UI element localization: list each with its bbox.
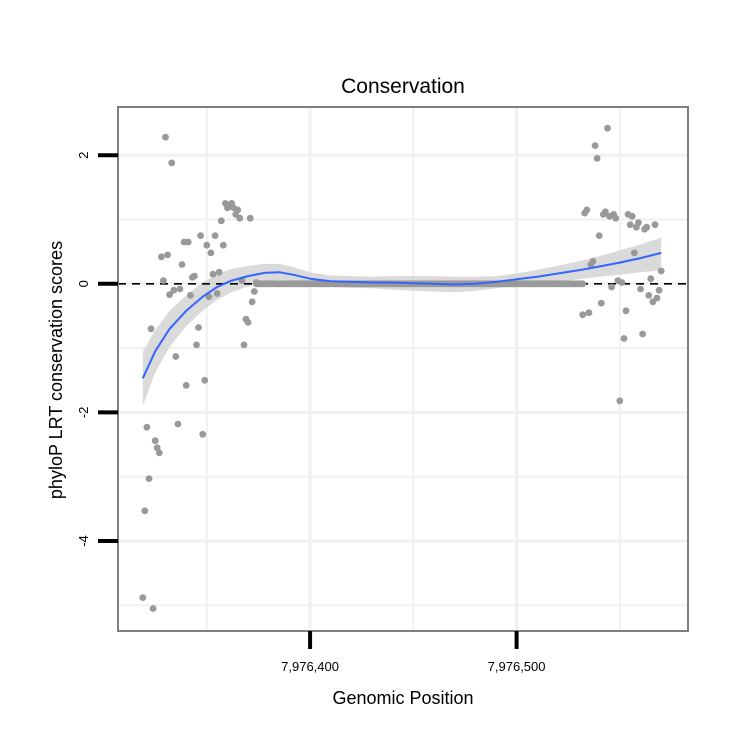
- data-point: [595, 232, 603, 240]
- smooth-line: [141, 251, 662, 379]
- data-point: [616, 397, 624, 405]
- data-point: [215, 268, 223, 276]
- data-point: [217, 217, 225, 225]
- data-point: [164, 251, 172, 259]
- data-point: [149, 605, 157, 612]
- data-point: [145, 475, 153, 482]
- data-point: [141, 507, 149, 515]
- minor-grid: [118, 107, 688, 631]
- y-axis-title: phyloP LRT conservation scores: [46, 241, 66, 499]
- data-point: [143, 423, 151, 431]
- chart-title: Conservation: [341, 75, 465, 98]
- data-point: [591, 142, 599, 150]
- data-point: [635, 219, 642, 227]
- data-point: [176, 285, 184, 293]
- x-tick-label: 7,976,500: [488, 659, 546, 674]
- data-point: [583, 206, 591, 214]
- confidence-band-layer: [142, 237, 662, 406]
- data-point: [244, 319, 252, 326]
- x-axis-title: Genomic Position: [332, 688, 473, 708]
- data-point: [166, 291, 174, 299]
- data-point: [579, 311, 587, 319]
- panel-border: [117, 106, 689, 632]
- data-point: [151, 437, 159, 445]
- data-point: [162, 133, 169, 141]
- data-point: [651, 221, 659, 229]
- data-point: [589, 257, 597, 265]
- data-point: [201, 376, 209, 384]
- data-point: [184, 238, 192, 246]
- data-point: [211, 232, 219, 240]
- data-point: [197, 232, 205, 240]
- data-point: [236, 214, 244, 222]
- data-point: [618, 279, 626, 286]
- data-point: [597, 299, 605, 307]
- y-tick-label: -4: [76, 535, 91, 547]
- data-point: [612, 214, 620, 222]
- data-point: [178, 261, 186, 268]
- data-point: [253, 279, 260, 286]
- data-point: [160, 277, 167, 284]
- data-point: [153, 444, 161, 452]
- y-axis: 2 0 -2 -4: [76, 152, 118, 547]
- data-point: [639, 330, 646, 338]
- data-point: [168, 159, 176, 167]
- data-point: [653, 294, 661, 302]
- data-point: [637, 285, 644, 293]
- data-point: [250, 288, 258, 295]
- data-point: [645, 292, 653, 299]
- data-point: [608, 283, 615, 291]
- data-point: [246, 214, 254, 222]
- data-point: [240, 341, 248, 349]
- data-point: [139, 594, 147, 601]
- data-point: [158, 253, 165, 261]
- data-point: [585, 309, 593, 317]
- data-point: [593, 155, 601, 162]
- confidence-band: [142, 237, 662, 406]
- data-point: [234, 206, 242, 214]
- data-point: [630, 249, 638, 257]
- data-point: [155, 449, 163, 457]
- data-point: [248, 298, 256, 306]
- data-point: [182, 382, 190, 389]
- data-point: [174, 420, 182, 428]
- data-point: [622, 307, 630, 315]
- y-tick-label: 0: [76, 280, 91, 287]
- data-point: [213, 290, 221, 297]
- data-point: [620, 335, 628, 342]
- data-point: [191, 272, 198, 280]
- data-point: [199, 430, 207, 438]
- data-point: [647, 275, 655, 283]
- data-point: [219, 241, 227, 249]
- data-point: [207, 249, 215, 257]
- data-point: [172, 353, 180, 360]
- data-point: [579, 280, 587, 288]
- y-tick-label: 2: [76, 152, 91, 159]
- data-point: [604, 124, 611, 132]
- data-point: [170, 286, 178, 294]
- data-point: [626, 221, 634, 229]
- data-point: [203, 241, 211, 249]
- data-point: [643, 223, 651, 231]
- data-point: [195, 324, 202, 331]
- x-axis: 7,976,400 7,976,500: [281, 631, 546, 674]
- y-tick-label: -2: [76, 407, 91, 419]
- data-point: [602, 208, 609, 216]
- smooth-line-layer: [141, 251, 662, 379]
- data-point: [193, 341, 200, 349]
- data-point: [147, 325, 155, 333]
- data-point: [186, 292, 194, 299]
- data-point: [628, 212, 636, 220]
- data-point: [209, 270, 217, 278]
- data-point: [655, 286, 663, 294]
- x-tick-label: 7,976,400: [281, 659, 339, 674]
- data-point: [205, 293, 213, 301]
- data-point: [657, 267, 665, 275]
